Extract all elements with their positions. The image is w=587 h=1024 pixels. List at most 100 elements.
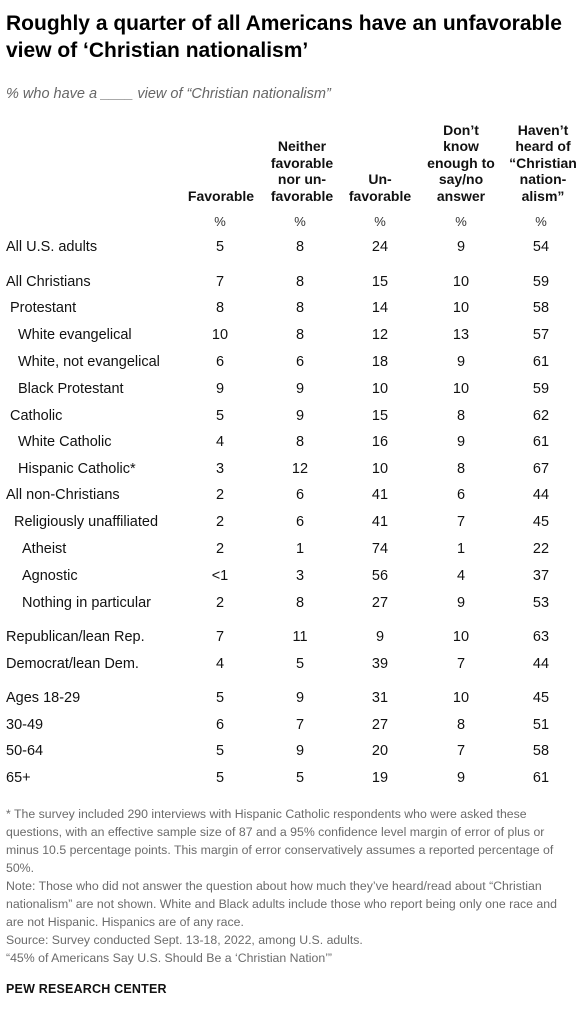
table-cell: 63 [532,629,550,645]
table-cell: 27 [371,717,389,733]
table-cell: 6 [295,514,305,530]
table-cell: 10 [371,381,389,397]
table-cell: 57 [532,327,550,343]
row-label: Hispanic Catholic* [18,461,136,477]
table-cell: 4 [215,434,225,450]
table-cell: 13 [452,327,470,343]
column-header-label: Don’t know enough to say/no answer [427,121,495,204]
column-header-label: Un- favorable [348,171,412,204]
table-cell: 19 [371,770,389,786]
column-header-havent-heard: Haven’t heard of “Christian nation- alis… [504,118,582,204]
row-label: All non-Christians [6,487,120,503]
table-cell: 9 [295,408,305,424]
table-cell: 74 [371,541,389,557]
table-cell: 31 [371,690,389,706]
table-cell: 54 [532,239,550,255]
row-label: Agnostic [22,568,78,584]
table-cell: 22 [532,541,550,557]
row-label: Black Protestant [18,381,124,397]
table-cell: 10 [371,461,389,477]
table-cell: 59 [532,381,550,397]
table-cell: 24 [371,239,389,255]
row-label: White Catholic [18,434,112,450]
table-cell: 44 [532,656,550,672]
table-cell: 10 [452,381,470,397]
table-cell: 61 [532,354,550,370]
row-label: 65+ [6,770,31,786]
percent-label: % [214,214,226,229]
chart-subtitle: % who have a ____ view of “Christian nat… [6,86,331,102]
table-cell: 53 [532,595,550,611]
column-header-label: Favorable [187,187,255,204]
table-cell: 10 [211,327,229,343]
table-cell: 61 [532,770,550,786]
footnote-hispanic-catholic: * The survey included 290 interviews wit… [6,807,554,875]
table-cell: 45 [532,514,550,530]
table-cell: 8 [215,300,225,316]
percent-label: % [374,214,386,229]
table-cell: 12 [371,327,389,343]
table-cell: 12 [291,461,309,477]
column-header-dont-know: Don’t know enough to say/no answer [418,118,504,204]
table-cell: 8 [456,461,466,477]
table-cell: 45 [532,690,550,706]
row-label: White evangelical [18,327,132,343]
table-cell: 8 [295,274,305,290]
percent-label: % [455,214,467,229]
table-cell: 1 [295,541,305,557]
table-cell: 3 [295,568,305,584]
table-cell: 8 [295,434,305,450]
row-label: White, not evangelical [18,354,160,370]
table-cell: 61 [532,434,550,450]
table-cell: 9 [295,690,305,706]
table-cell: 41 [371,487,389,503]
table-cell: 8 [295,327,305,343]
table-cell: 5 [215,770,225,786]
table-cell: 9 [456,770,466,786]
row-label: Protestant [10,300,77,316]
table-cell: 5 [215,690,225,706]
table-cell: 7 [456,514,466,530]
table-cell: 9 [456,239,466,255]
table-cell: 5 [215,743,225,759]
table-cell: 20 [371,743,389,759]
table-cell: 14 [371,300,389,316]
table-cell: 10 [452,300,470,316]
table-cell: 10 [452,629,470,645]
row-label: Democrat/lean Dem. [6,656,139,672]
row-label: Religiously unaffiliated [14,514,159,530]
table-cell: 6 [215,717,225,733]
table-cell: 7 [456,656,466,672]
table-cell: 9 [295,381,305,397]
table-cell: 5 [295,656,305,672]
table-cell: 10 [452,274,470,290]
row-label: All Christians [6,274,91,290]
table-cell: <1 [211,568,229,584]
table-cell: 41 [371,514,389,530]
table-cell: 15 [371,408,389,424]
table-cell: 9 [456,354,466,370]
table-cell: 2 [215,595,225,611]
table-cell: 7 [215,629,225,645]
table-cell: 8 [456,717,466,733]
table-cell: 8 [295,300,305,316]
table-cell: 11 [292,629,308,645]
table-cell: 2 [215,514,225,530]
row-label: Ages 18-29 [6,690,81,706]
table-cell: 44 [532,487,550,503]
table-cell: 67 [532,461,550,477]
row-label: All U.S. adults [6,239,98,255]
table-cell: 15 [371,274,389,290]
table-cell: 6 [456,487,466,503]
table-cell: 9 [375,629,385,645]
table-cell: 7 [215,274,225,290]
chart-title: Roughly a quarter of all Americans have … [6,12,562,62]
table-cell: 8 [295,595,305,611]
table-cell: 51 [532,717,550,733]
table-cell: 3 [215,461,225,477]
percent-label: % [535,214,547,229]
table-cell: 9 [456,595,466,611]
table-cell: 6 [295,354,305,370]
table-cell: 56 [371,568,389,584]
table-cell: 39 [371,656,389,672]
